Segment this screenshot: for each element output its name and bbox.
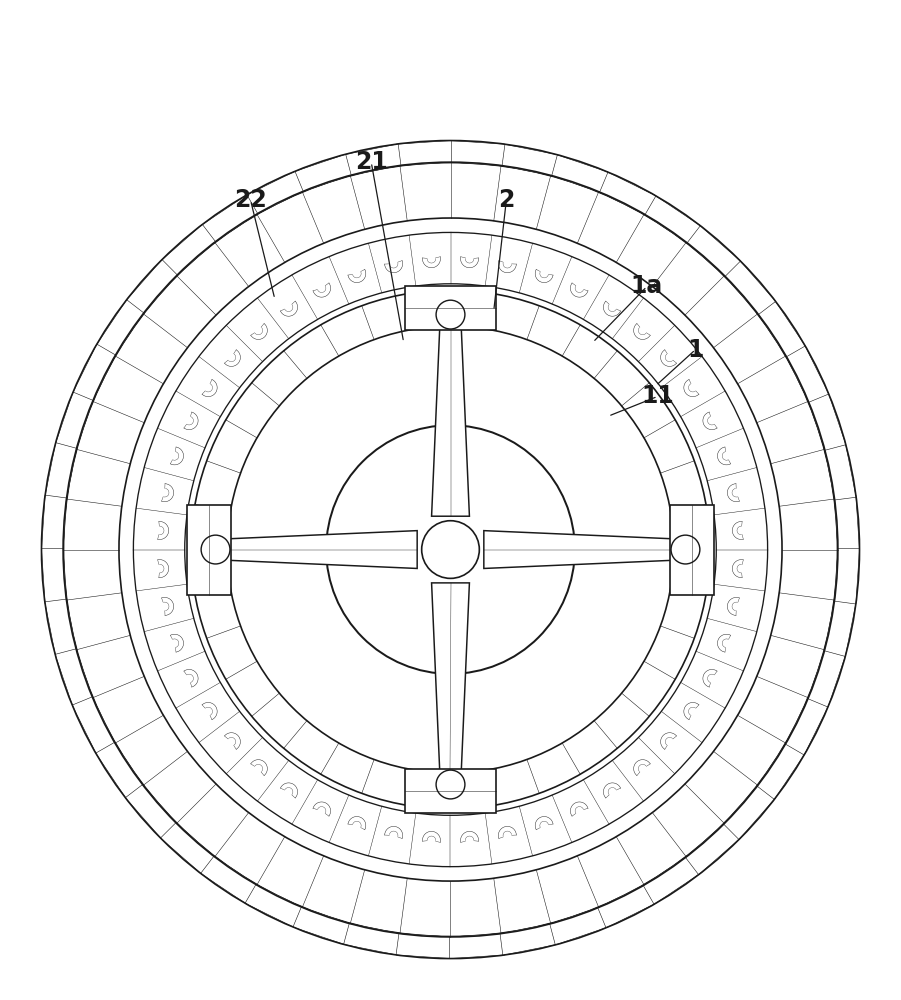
Polygon shape — [450, 933, 505, 959]
Polygon shape — [670, 505, 714, 595]
Polygon shape — [808, 649, 846, 707]
Polygon shape — [484, 531, 671, 568]
Polygon shape — [432, 329, 469, 516]
Polygon shape — [597, 885, 656, 928]
Circle shape — [63, 162, 838, 937]
Polygon shape — [245, 171, 304, 215]
Polygon shape — [96, 300, 144, 357]
Polygon shape — [757, 300, 805, 357]
Polygon shape — [396, 141, 451, 166]
Polygon shape — [500, 923, 558, 955]
Circle shape — [326, 425, 575, 674]
Polygon shape — [597, 171, 656, 215]
Polygon shape — [643, 195, 700, 243]
Polygon shape — [343, 144, 401, 176]
Polygon shape — [160, 224, 215, 276]
Text: 2: 2 — [498, 188, 514, 212]
Polygon shape — [396, 933, 451, 959]
Text: 21: 21 — [355, 150, 387, 174]
Polygon shape — [824, 443, 856, 500]
Polygon shape — [201, 856, 258, 904]
Circle shape — [436, 300, 465, 329]
Polygon shape — [808, 392, 846, 450]
Text: 1a: 1a — [631, 274, 663, 298]
Polygon shape — [45, 599, 77, 656]
Polygon shape — [45, 443, 77, 500]
Polygon shape — [432, 583, 469, 770]
Polygon shape — [724, 785, 776, 840]
Polygon shape — [405, 769, 496, 813]
Polygon shape — [55, 649, 93, 707]
Polygon shape — [824, 599, 856, 656]
Circle shape — [201, 535, 230, 564]
Polygon shape — [125, 785, 177, 840]
Polygon shape — [550, 907, 608, 945]
Circle shape — [436, 770, 465, 799]
Polygon shape — [230, 531, 417, 568]
Circle shape — [671, 535, 700, 564]
Polygon shape — [686, 224, 741, 276]
Circle shape — [422, 521, 479, 578]
Polygon shape — [72, 697, 115, 755]
Polygon shape — [72, 344, 115, 402]
Polygon shape — [686, 823, 741, 875]
Polygon shape — [96, 742, 144, 799]
Polygon shape — [757, 742, 805, 799]
Polygon shape — [786, 697, 829, 755]
Polygon shape — [550, 154, 608, 192]
Polygon shape — [55, 392, 93, 450]
Text: 11: 11 — [642, 384, 674, 408]
Polygon shape — [343, 923, 401, 955]
Text: 1: 1 — [687, 338, 704, 362]
Polygon shape — [786, 344, 829, 402]
Text: 22: 22 — [234, 188, 267, 212]
Polygon shape — [450, 141, 505, 166]
Polygon shape — [834, 548, 860, 604]
Polygon shape — [41, 495, 67, 551]
Polygon shape — [643, 856, 700, 904]
Polygon shape — [187, 505, 231, 595]
Polygon shape — [245, 885, 304, 928]
Polygon shape — [201, 195, 258, 243]
Polygon shape — [724, 260, 776, 315]
Polygon shape — [160, 823, 215, 875]
Polygon shape — [41, 548, 67, 604]
Polygon shape — [293, 907, 351, 945]
Polygon shape — [834, 495, 860, 551]
Polygon shape — [125, 260, 177, 315]
Polygon shape — [500, 144, 558, 176]
Polygon shape — [293, 154, 351, 192]
Polygon shape — [405, 286, 496, 330]
